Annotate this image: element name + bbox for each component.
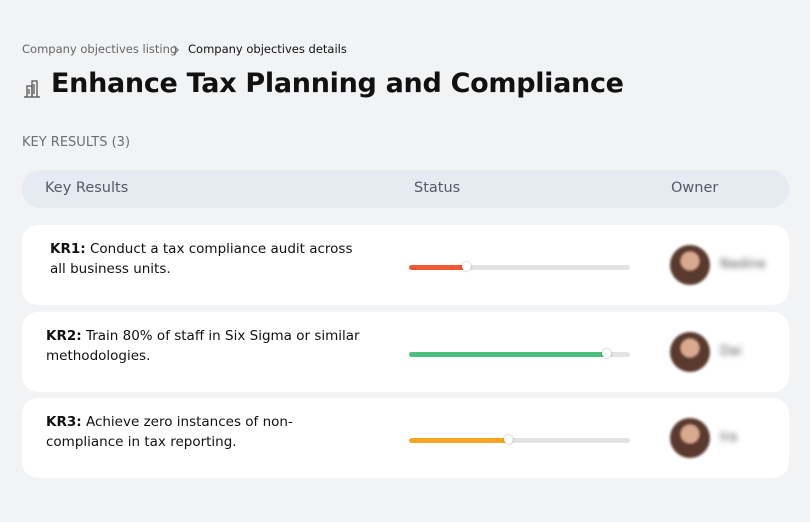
chevron-icon: [173, 45, 179, 55]
progress-bar: [409, 262, 472, 271]
progress-knob: [601, 349, 611, 358]
progress-track: [409, 262, 630, 271]
key-result-row[interactable]: KR3: Achieve zero instances of non-compl…: [22, 398, 789, 478]
key-result-text: KR1: Conduct a tax compliance audit acro…: [50, 239, 370, 279]
key-result-description: Train 80% of staff in Six Sigma or simil…: [46, 328, 360, 364]
key-result-text: KR3: Achieve zero instances of non-compl…: [46, 412, 366, 452]
key-result-description: Achieve zero instances of non-compliance…: [46, 414, 293, 450]
column-header: Owner: [671, 180, 719, 196]
progress-knob: [504, 435, 514, 444]
building-icon: [24, 80, 40, 98]
key-result-text: KR2: Train 80% of staff in Six Sigma or …: [46, 326, 366, 366]
owner-name: Dai: [720, 344, 742, 359]
key-result-id: KR2:: [46, 328, 82, 344]
table-header: [22, 170, 789, 208]
page-title: Enhance Tax Planning and Compliance: [51, 68, 624, 99]
owner-avatar: [670, 418, 710, 458]
owner-name: Ira: [720, 430, 738, 445]
breadcrumb-link[interactable]: Company objectives listing: [22, 42, 178, 56]
column-header: Key Results: [45, 180, 129, 196]
progress-track: [409, 349, 630, 358]
key-result-description: Conduct a tax compliance audit across al…: [50, 241, 353, 277]
progress-knob: [462, 262, 472, 271]
owner-avatar: [670, 332, 710, 372]
key-result-row[interactable]: KR1: Conduct a tax compliance audit acro…: [22, 225, 789, 305]
progress-track: [409, 435, 630, 444]
progress-bar: [409, 435, 514, 444]
owner-avatar: [670, 245, 710, 285]
owner-name: Nadine: [720, 257, 766, 272]
column-header: Status: [414, 180, 461, 196]
breadcrumb-current: Company objectives details: [188, 42, 347, 56]
key-result-row[interactable]: KR2: Train 80% of staff in Six Sigma or …: [22, 312, 789, 392]
section-label: KEY RESULTS (3): [22, 135, 131, 150]
key-result-id: KR3:: [46, 414, 82, 430]
progress-bar: [409, 349, 611, 358]
key-result-id: KR1:: [50, 241, 86, 257]
